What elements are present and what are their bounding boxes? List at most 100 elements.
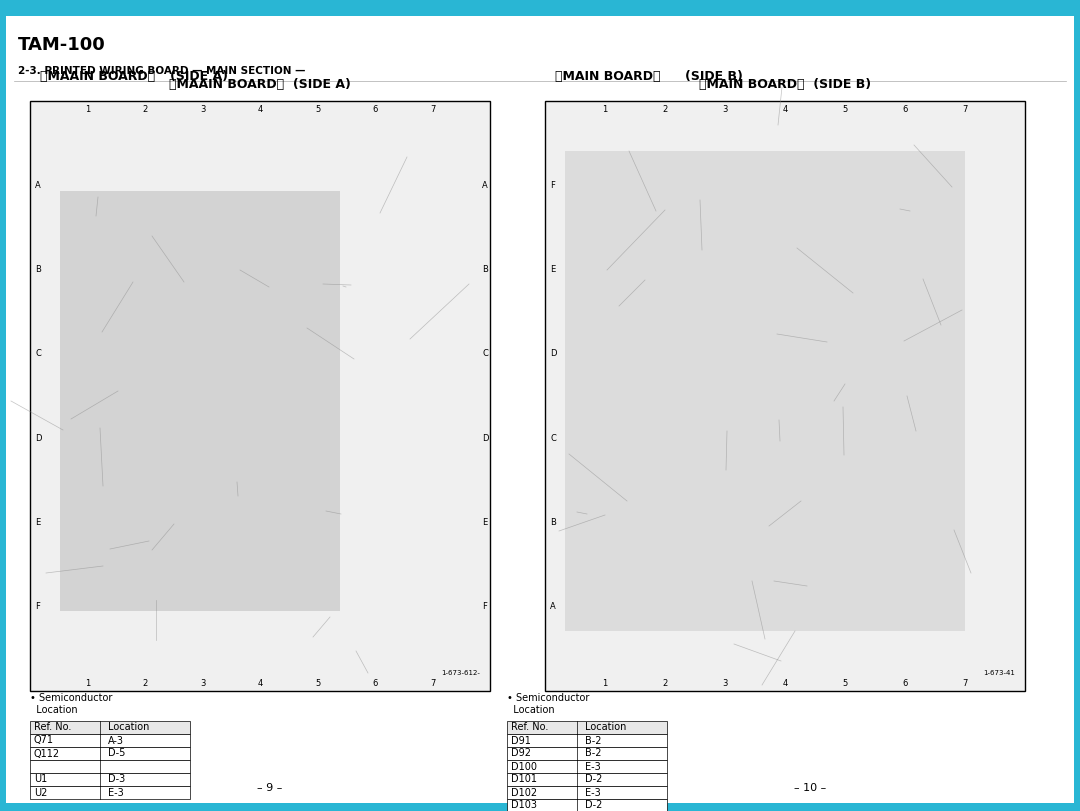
Text: 《MAIN BOARD》: 《MAIN BOARD》	[555, 70, 661, 83]
Text: F: F	[551, 181, 555, 190]
Text: Q112: Q112	[33, 749, 60, 758]
Text: C: C	[35, 350, 41, 358]
Text: 《MAAIN BOARD》  (SIDE A): 《MAAIN BOARD》 (SIDE A)	[170, 78, 351, 91]
Text: TAM-100: TAM-100	[18, 36, 106, 54]
Text: E: E	[551, 265, 555, 274]
Text: Ref. No.: Ref. No.	[33, 723, 71, 732]
Text: 1-673-41: 1-673-41	[983, 670, 1015, 676]
Text: A-3: A-3	[108, 736, 124, 745]
Text: 6: 6	[373, 105, 378, 114]
Text: 4: 4	[257, 105, 262, 114]
Text: D: D	[482, 434, 488, 443]
Bar	[0, 803, 1080, 811]
Bar	[30, 786, 190, 799]
Text: E: E	[36, 518, 41, 527]
Bar	[30, 773, 190, 786]
Text: D103: D103	[511, 800, 537, 810]
Text: B: B	[482, 265, 488, 274]
Text: B: B	[35, 265, 41, 274]
Text: 6: 6	[902, 105, 907, 114]
Text: 3: 3	[723, 105, 728, 114]
Text: A: A	[482, 181, 488, 190]
Text: D100: D100	[511, 762, 537, 771]
Text: 1: 1	[603, 679, 608, 688]
Text: E: E	[483, 518, 488, 527]
Text: F: F	[483, 603, 487, 611]
Text: 5: 5	[315, 105, 320, 114]
Text: 1: 1	[603, 105, 608, 114]
Bar	[30, 721, 190, 734]
Text: 4: 4	[782, 679, 787, 688]
Bar	[30, 101, 490, 691]
Text: C: C	[482, 350, 488, 358]
Text: 4: 4	[782, 105, 787, 114]
Text: D101: D101	[511, 775, 537, 784]
Text: B-2: B-2	[585, 749, 602, 758]
Bar	[507, 721, 667, 734]
Text: D-3: D-3	[108, 775, 125, 784]
Bar	[30, 734, 190, 747]
Text: B: B	[550, 518, 556, 527]
Bar	[0, 0, 1080, 16]
Text: (SIDE B): (SIDE B)	[685, 70, 743, 83]
Text: 6: 6	[902, 679, 907, 688]
Text: D92: D92	[511, 749, 531, 758]
Text: 7: 7	[430, 105, 435, 114]
Text: 2-3. PRINTED WIRING BOARD — MAIN SECTION —: 2-3. PRINTED WIRING BOARD — MAIN SECTION…	[18, 66, 306, 76]
Text: D-5: D-5	[108, 749, 125, 758]
Bar	[507, 734, 667, 747]
Bar	[507, 760, 667, 773]
Text: Location: Location	[585, 723, 626, 732]
Bar	[565, 151, 966, 631]
Text: D-2: D-2	[585, 800, 603, 810]
Text: U2: U2	[33, 787, 48, 797]
Text: 7: 7	[962, 105, 968, 114]
Text: 1: 1	[85, 105, 90, 114]
Text: U1: U1	[33, 775, 48, 784]
Bar	[1074, 0, 1080, 803]
Bar	[507, 773, 667, 786]
Text: D: D	[550, 350, 556, 358]
Bar	[507, 786, 667, 799]
Text: B-2: B-2	[585, 736, 602, 745]
Text: • Semiconductor
  Location: • Semiconductor Location	[507, 693, 590, 714]
Text: E-3: E-3	[585, 762, 600, 771]
Text: 2: 2	[143, 105, 148, 114]
Text: A: A	[36, 181, 41, 190]
Text: A: A	[550, 603, 556, 611]
Bar	[545, 101, 1025, 691]
Text: 7: 7	[430, 679, 435, 688]
Text: D102: D102	[511, 787, 537, 797]
Text: Ref. No.: Ref. No.	[511, 723, 549, 732]
Text: 5: 5	[842, 679, 848, 688]
Text: C: C	[550, 434, 556, 443]
Text: 5: 5	[315, 679, 320, 688]
Bar	[507, 747, 667, 760]
Text: 6: 6	[373, 679, 378, 688]
Text: 3: 3	[200, 679, 205, 688]
Text: – 9 –: – 9 –	[257, 783, 283, 793]
Text: 7: 7	[962, 679, 968, 688]
Text: E-3: E-3	[585, 787, 600, 797]
Text: D-2: D-2	[585, 775, 603, 784]
Text: 1: 1	[85, 679, 90, 688]
Text: D91: D91	[511, 736, 531, 745]
Text: 4: 4	[257, 679, 262, 688]
Text: Location: Location	[108, 723, 149, 732]
Text: (SIDE A): (SIDE A)	[170, 70, 228, 83]
Text: 3: 3	[723, 679, 728, 688]
Text: 5: 5	[842, 105, 848, 114]
Bar	[30, 747, 190, 760]
Bar	[30, 760, 190, 773]
Text: D: D	[35, 434, 41, 443]
Text: E-3: E-3	[108, 787, 124, 797]
Text: 1-673-612-: 1-673-612-	[441, 670, 480, 676]
Bar	[507, 799, 667, 811]
Text: F: F	[36, 603, 40, 611]
Text: 3: 3	[200, 105, 205, 114]
Text: 2: 2	[662, 105, 667, 114]
Text: 2: 2	[143, 679, 148, 688]
Bar	[0, 0, 6, 803]
Bar	[60, 191, 340, 611]
Text: 《MAAIN BOARD》: 《MAAIN BOARD》	[40, 70, 156, 83]
